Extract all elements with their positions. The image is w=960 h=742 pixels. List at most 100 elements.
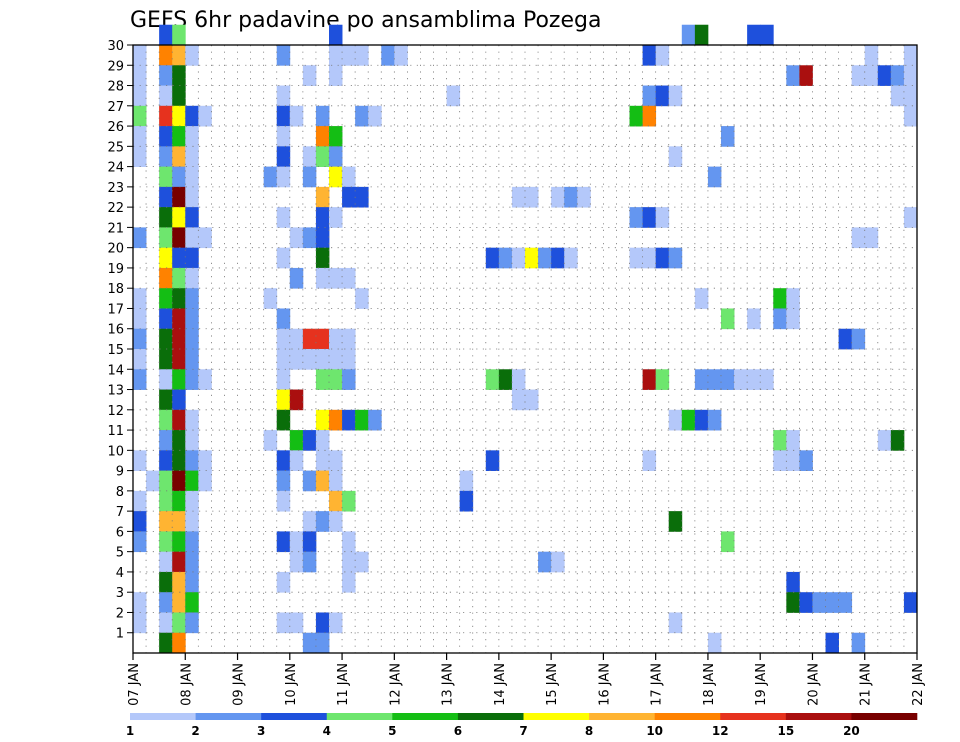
cell-m5-s3 — [172, 531, 186, 553]
cell-m28-s15 — [329, 65, 343, 86]
cell-m9-s0 — [133, 450, 147, 471]
cell-m11-s16 — [342, 409, 356, 431]
cell-m28-s51 — [799, 65, 813, 86]
x-tick-label: 16 JAN — [597, 663, 612, 706]
cell-m14-s3 — [172, 349, 186, 370]
cell-m12-s29 — [511, 389, 526, 411]
cell-m6-s14 — [315, 511, 330, 532]
cell-m12-s3 — [172, 389, 186, 411]
cell-m0-s53 — [825, 632, 839, 654]
cell-m7-s3 — [172, 490, 186, 512]
cell-m9-s4 — [185, 450, 199, 471]
cell-m2-s2 — [159, 592, 173, 613]
cell-m4-s3 — [172, 551, 186, 573]
cell-m30-s3 — [172, 24, 186, 46]
cell-m26-s14 — [315, 105, 330, 127]
cell-m27-s11 — [276, 85, 291, 107]
cell-m27-s40 — [655, 85, 670, 107]
cell-m2-s4 — [185, 592, 199, 613]
x-tick-label: 09 JAN — [232, 663, 247, 706]
cell-m29-s11 — [276, 45, 291, 66]
cell-m19-s28 — [498, 247, 513, 269]
cell-m13-s39 — [642, 369, 657, 390]
cell-m13-s11 — [276, 369, 291, 390]
cell-m8-s5 — [198, 470, 212, 492]
cell-m5-s45 — [721, 531, 735, 553]
cell-m14-s13 — [302, 349, 317, 370]
cell-m11-s11 — [276, 409, 291, 431]
cell-m2-s59 — [903, 592, 918, 613]
y-tick-label: 26 — [107, 120, 124, 135]
cell-m1-s41 — [668, 612, 683, 634]
cell-m17-s2 — [159, 288, 173, 309]
cell-m15-s4 — [185, 328, 199, 350]
cell-m17-s0 — [133, 288, 147, 309]
cell-m8-s1 — [146, 470, 160, 492]
colorbar-swatch — [589, 713, 655, 720]
cell-m5-s0 — [133, 531, 147, 553]
cell-m5-s11 — [276, 531, 291, 553]
cell-m24-s15 — [329, 146, 343, 167]
cell-m8-s2 — [159, 470, 173, 492]
cell-m25-s14 — [315, 126, 330, 147]
y-tick-label: 1 — [116, 627, 124, 642]
cell-m7-s25 — [459, 490, 474, 512]
cell-m4-s2 — [159, 551, 173, 573]
cell-m13-s27 — [485, 369, 500, 390]
cell-m19-s2 — [159, 247, 173, 269]
cell-m14-s12 — [289, 349, 304, 370]
y-tick-label: 17 — [107, 302, 124, 317]
cell-m19-s14 — [315, 247, 330, 269]
cell-m22-s34 — [577, 186, 591, 208]
cell-m11-s42 — [681, 409, 696, 431]
cell-m26-s18 — [368, 105, 382, 127]
cell-m15-s16 — [342, 328, 356, 350]
cell-m22-s2 — [159, 186, 173, 208]
cell-m15-s55 — [851, 328, 866, 350]
colorbar-swatch — [457, 713, 524, 720]
cell-m15-s11 — [276, 328, 291, 350]
cell-m19-s31 — [538, 247, 552, 269]
cell-m5-s16 — [342, 531, 356, 553]
colorbar-swatch — [654, 713, 721, 720]
cell-m21-s11 — [276, 207, 291, 228]
cell-m22-s16 — [342, 186, 356, 208]
cell-m14-s14 — [315, 349, 330, 370]
cell-m25-s0 — [133, 126, 147, 147]
cell-m21-s2 — [159, 207, 173, 228]
cell-m4-s17 — [355, 551, 369, 573]
cell-m13-s29 — [511, 369, 526, 390]
x-tick-label: 12 JAN — [388, 663, 403, 706]
colorbar: 1 2 3 4 5 6 7 8 10 12 15 20 — [126, 713, 918, 738]
cell-m17-s43 — [694, 288, 709, 309]
colorbar-label: 3 — [257, 724, 265, 738]
cell-m9-s50 — [786, 450, 800, 471]
cell-m13-s43 — [694, 369, 709, 390]
cell-m23-s4 — [185, 166, 199, 188]
cell-m22-s29 — [511, 186, 526, 208]
cell-m5-s12 — [289, 531, 304, 553]
colorbar-swatch — [392, 713, 459, 720]
cell-m9-s49 — [773, 450, 787, 471]
cell-m20-s13 — [302, 227, 317, 249]
cell-m10-s13 — [302, 430, 317, 451]
cell-m18-s16 — [342, 267, 356, 289]
y-tick-label: 25 — [107, 140, 124, 155]
cell-m29-s39 — [642, 45, 657, 66]
cell-m1-s11 — [276, 612, 291, 634]
cell-m17-s3 — [172, 288, 186, 309]
cell-m12-s11 — [276, 389, 291, 411]
cell-m20-s12 — [289, 227, 304, 249]
cell-m24-s13 — [302, 146, 317, 167]
cell-m13-s48 — [760, 369, 774, 390]
grid-layer — [133, 45, 917, 653]
cell-m19-s4 — [185, 247, 199, 269]
x-tick-label: 07 JAN — [127, 663, 142, 706]
cell-m18-s12 — [289, 267, 304, 289]
cell-m14-s15 — [329, 349, 343, 370]
y-tick-label: 6 — [116, 525, 124, 540]
y-tick-label: 2 — [116, 606, 124, 621]
cell-m10-s49 — [773, 430, 787, 451]
cell-m7-s11 — [276, 490, 291, 512]
cell-m18-s2 — [159, 267, 173, 289]
